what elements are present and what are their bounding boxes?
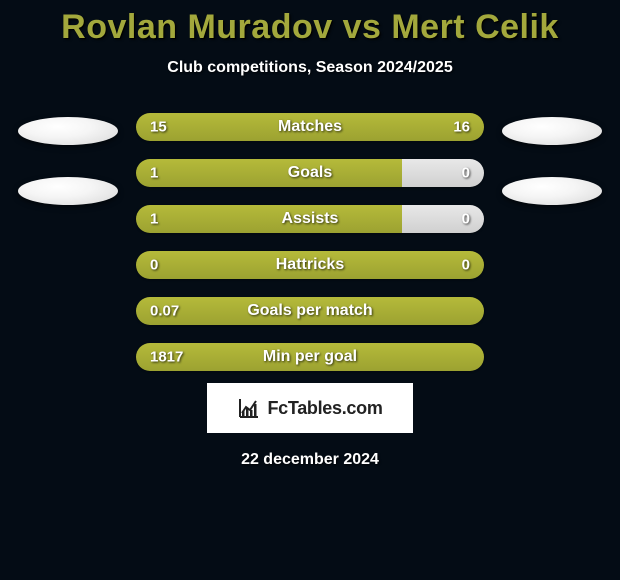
stats-area: 15Matches16 1Goals0 1Assists0 0Hattricks0 0.…: [0, 113, 620, 371]
stat-value-left: 1: [150, 165, 158, 182]
page-title: Rovlan Muradov vs Mert Celik: [0, 8, 620, 47]
stat-row: 0.07Goals per match: [136, 297, 484, 325]
bar-segment-left: [136, 251, 484, 279]
stat-value-left: 0: [150, 257, 158, 274]
player-avatar-right-1: [502, 117, 602, 145]
chart-icon: [237, 396, 261, 420]
comparison-card: Rovlan Muradov vs Mert Celik Club compet…: [0, 0, 620, 469]
stat-row: 0Hattricks0: [136, 251, 484, 279]
avatar-col-right: [502, 113, 602, 205]
stat-value-left: 1: [150, 211, 158, 228]
fctables-logo: FcTables.com: [207, 383, 413, 433]
bar-segment-left: [136, 159, 402, 187]
bar-segment-right: [402, 159, 484, 187]
player-avatar-right-2: [502, 177, 602, 205]
bar-track: [136, 251, 484, 279]
player-avatar-left-1: [18, 117, 118, 145]
bar-track: [136, 159, 484, 187]
bar-segment-left: [136, 343, 484, 371]
player-avatar-left-2: [18, 177, 118, 205]
bar-segment-left: [136, 297, 484, 325]
stat-bars: 15Matches16 1Goals0 1Assists0 0Hattricks0 0.…: [136, 113, 484, 371]
avatar-col-left: [18, 113, 118, 205]
bar-segment-left: [136, 113, 484, 141]
stat-row: 1817Min per goal: [136, 343, 484, 371]
stat-value-right: 0: [462, 257, 470, 274]
stat-value-right: 0: [462, 165, 470, 182]
stat-value-left: 0.07: [150, 303, 179, 320]
stat-value-left: 1817: [150, 349, 183, 366]
subtitle: Club competitions, Season 2024/2025: [0, 59, 620, 77]
bar-track: [136, 297, 484, 325]
stat-row: 1Goals0: [136, 159, 484, 187]
stat-value-right: 16: [453, 119, 470, 136]
date-line: 22 december 2024: [0, 451, 620, 469]
stat-row: 1Assists0: [136, 205, 484, 233]
bar-track: [136, 343, 484, 371]
stat-value-left: 15: [150, 119, 167, 136]
logo-text: FcTables.com: [267, 398, 382, 419]
bar-segment-right: [402, 205, 484, 233]
bar-track: [136, 205, 484, 233]
bar-segment-left: [136, 205, 402, 233]
bar-track: [136, 113, 484, 141]
stat-row: 15Matches16: [136, 113, 484, 141]
stat-value-right: 0: [462, 211, 470, 228]
